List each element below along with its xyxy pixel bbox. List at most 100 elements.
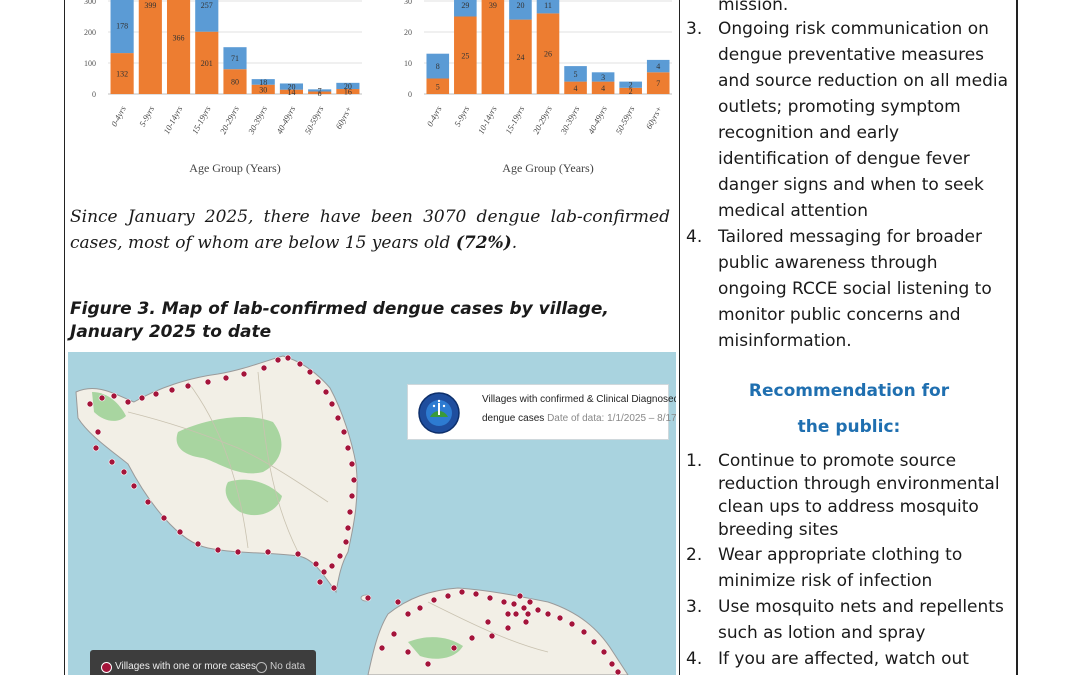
case-marker [590,638,598,646]
case-dot-icon [101,662,112,673]
case-marker [430,596,438,604]
case-marker [524,610,532,618]
case-marker [486,594,494,602]
data-label: 4 [601,84,605,93]
x-tick-label: 5-9yrs [452,104,471,128]
case-marker [504,624,512,632]
case-marker [194,540,202,548]
key-cases-label: Villages with one or more cases [115,661,256,672]
case-marker [350,476,358,484]
bar-segment [138,0,162,95]
case-marker [348,492,356,500]
case-marker [608,660,616,668]
case-marker [348,460,356,468]
case-marker [544,610,552,618]
road [257,371,299,553]
x-tick-label: 10-14yrs [161,104,184,136]
case-marker [204,378,212,386]
left-column-frame [64,0,680,675]
case-marker [234,548,242,556]
bar-segment [509,0,532,20]
case-marker [222,374,230,382]
figure-3-title: Figure 3. Map of lab-confirmed dengue ca… [70,299,609,342]
case-marker [390,630,398,638]
data-label: 80 [231,78,239,87]
case-marker [284,354,292,362]
data-label: 20 [287,83,295,92]
case-marker [98,394,106,402]
case-marker [240,370,248,378]
data-label: 4 [656,62,660,71]
case-marker [92,444,100,452]
recommendation-heading-1: Recommendation for [748,381,950,401]
data-label: 8 [436,62,440,71]
case-marker [328,400,336,408]
island-upolu [367,587,629,675]
road [187,381,249,549]
bar-segment [308,91,332,94]
case-marker [334,414,342,422]
case-marker [512,610,520,618]
case-marker [484,618,492,626]
data-label: 132 [116,70,128,79]
case-marker [312,560,320,568]
bar-segment [308,89,332,92]
y-tick-label: 30 [404,0,412,6]
island-savaii [75,355,358,594]
case-marker [500,598,508,606]
data-label: 7 [656,79,660,88]
data-label: 20 [516,1,524,10]
case-marker [336,552,344,560]
bar-segment [223,69,247,94]
y-tick-label: 300 [84,0,96,6]
village-case-map[interactable]: Villages with confirmed & Clinical Diagn… [68,352,676,675]
case-marker [526,598,534,606]
road [127,411,329,503]
forest-area [225,479,282,516]
bar-segment [195,31,219,94]
x-tick-label: 40-49yrs [274,104,297,136]
data-label: 18 [259,78,267,87]
case-marker [488,632,496,640]
case-marker [364,594,372,602]
x-tick-label: 15-19yrs [503,104,526,136]
case-marker [404,648,412,656]
case-marker [176,528,184,536]
road [427,601,549,653]
map-legend-panel: Villages with confirmed & Clinical Diagn… [407,384,676,440]
bar-segment [336,89,360,94]
case-marker [110,392,118,400]
samoa-seal-icon [418,392,460,434]
case-marker [130,482,138,490]
data-label: 71 [231,54,239,63]
bar-segment [536,13,560,94]
case-marker [378,644,386,652]
caption-percent: (72%) [455,233,512,253]
data-label: 201 [201,59,213,68]
case-marker [296,360,304,368]
case-marker [152,390,160,398]
case-marker [138,394,146,402]
data-label: 7 [318,86,322,95]
case-markers [86,354,622,675]
x-tick-label: 30-39yrs [558,104,582,137]
case-marker [556,614,564,622]
bar-segment [646,72,670,94]
case-marker [510,600,518,608]
x-tick-label: 0-4yrs [109,104,128,128]
bar-segment [336,82,360,90]
case-marker [534,606,542,614]
x-tick-label: 15-19yrs [190,104,213,136]
y-tick-label: 10 [404,59,412,68]
case-marker [516,592,524,600]
y-tick-label: 100 [84,59,96,68]
y-tick-label: 20 [404,28,412,37]
key-nodata-label: No data [270,661,306,672]
bar-segment [564,81,587,94]
case-marker [260,364,268,372]
case-marker [320,568,328,576]
data-label: 8 [318,89,322,98]
case-marker [600,648,608,656]
data-label: 29 [461,1,469,10]
x-tick-label: 50-59yrs [302,104,325,136]
